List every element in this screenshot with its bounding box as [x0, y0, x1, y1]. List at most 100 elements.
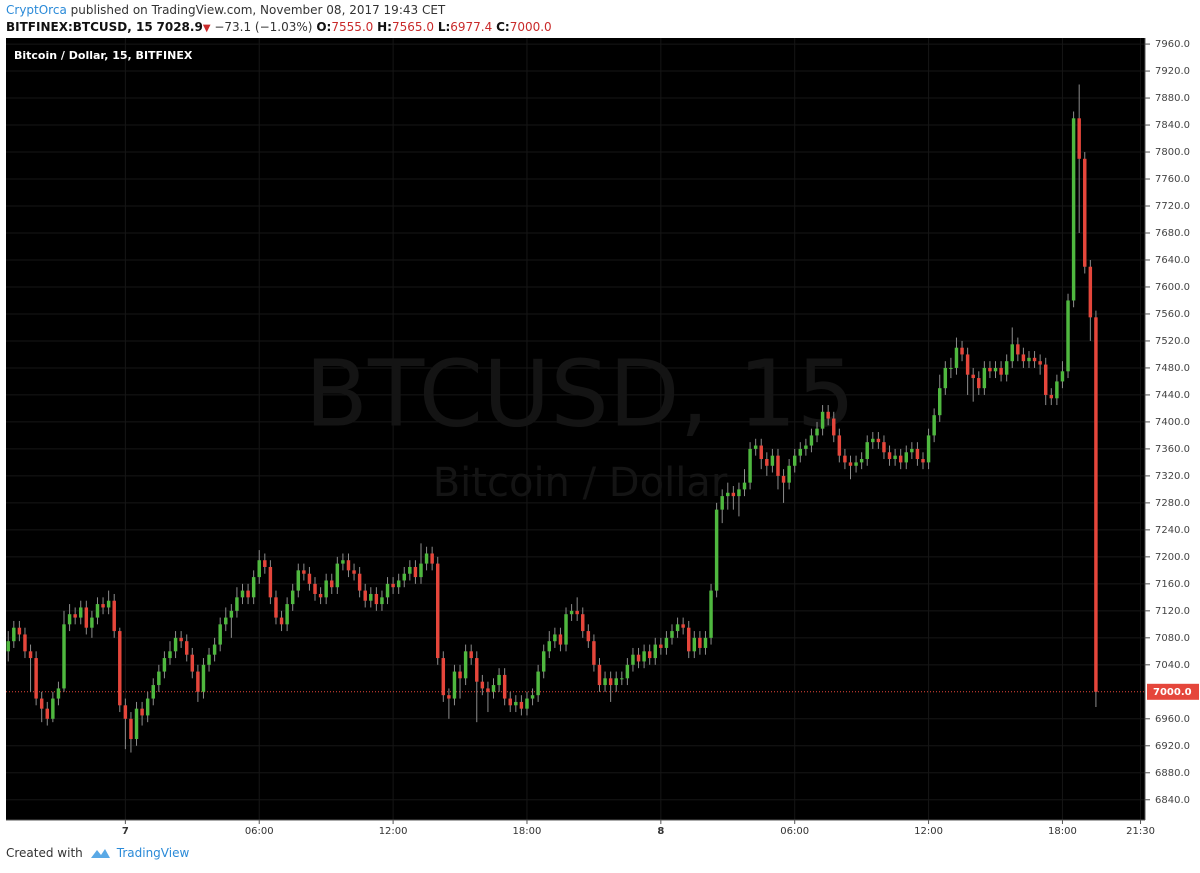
candle-body: [1088, 266, 1093, 318]
y-tick-label: 6840.0: [1155, 795, 1190, 806]
candle-body: [162, 658, 167, 672]
candle-body: [553, 634, 557, 642]
candle-body: [926, 435, 931, 463]
last-price-label: 7000.0: [1153, 687, 1192, 698]
candle-body: [6, 641, 10, 652]
candle-body: [491, 685, 496, 692]
candle-body: [999, 367, 1003, 375]
candle-body: [898, 455, 903, 463]
candle-body: [79, 607, 83, 618]
candle-body: [508, 698, 512, 706]
candle-body: [263, 560, 267, 567]
candle-body: [569, 610, 574, 615]
candle-body: [575, 610, 579, 615]
candle-body: [413, 566, 418, 578]
candle-body: [12, 627, 16, 642]
candle-body: [558, 634, 563, 645]
candle-body: [408, 566, 412, 574]
down-arrow: ▼: [202, 23, 211, 34]
candle-body: [614, 678, 618, 686]
chart-title: Bitcoin / Dollar, 15, BITFINEX: [14, 49, 193, 62]
candle-body: [1094, 317, 1098, 692]
candle-body: [965, 354, 970, 375]
x-tick-label: 7: [122, 826, 129, 837]
candle-body: [698, 637, 702, 648]
candle-body: [603, 678, 607, 686]
candle-body: [441, 658, 446, 696]
candle-body: [302, 570, 306, 574]
x-tick-label: 8: [657, 826, 664, 837]
brand-logo: [90, 849, 110, 858]
candle-body: [893, 455, 897, 460]
candle-body: [285, 604, 289, 625]
candle-body: [1060, 371, 1065, 382]
candle-body: [435, 563, 440, 659]
ohlc-label: O:: [316, 20, 332, 34]
y-tick-label: 7280.0: [1155, 498, 1190, 509]
candle-body: [39, 698, 44, 709]
y-tick-label: 7880.0: [1155, 93, 1190, 104]
candle-body: [90, 617, 94, 628]
candle-body: [910, 448, 914, 453]
candle-body: [458, 671, 462, 679]
candle-body: [1021, 354, 1026, 362]
ohlc-label: C:: [496, 20, 510, 34]
candle-body: [67, 614, 72, 625]
x-tick-label: 18:00: [513, 826, 542, 837]
candle-body: [837, 435, 842, 456]
candle-body: [1016, 344, 1020, 355]
candle-body: [692, 637, 697, 652]
candle-body: [23, 634, 27, 652]
candle-body: [240, 590, 245, 598]
brand-link[interactable]: TradingView: [116, 846, 190, 860]
candle-body: [335, 563, 340, 588]
candle-body: [826, 411, 830, 419]
candle-body: [224, 617, 228, 625]
y-tick-label: 7200.0: [1155, 552, 1190, 563]
candle-body: [1055, 381, 1059, 399]
candle-body: [954, 347, 959, 368]
candle-body: [709, 590, 713, 638]
candle-body: [586, 631, 591, 642]
candle-body: [748, 448, 752, 483]
candle-body: [118, 631, 122, 706]
candle-body: [1071, 118, 1076, 301]
candle-body: [988, 367, 992, 372]
candle-body: [581, 614, 585, 632]
y-tick-label: 7120.0: [1155, 606, 1190, 617]
author-link[interactable]: CryptOrca: [6, 3, 67, 17]
candle-body: [781, 475, 786, 483]
candle-body: [820, 411, 825, 429]
candle-body: [190, 654, 195, 672]
candle-body: [865, 442, 869, 460]
candle-body: [770, 455, 775, 466]
candle-body: [396, 580, 401, 588]
candle-body: [452, 671, 457, 699]
price-change: −73.1 (−1.03%): [214, 20, 313, 34]
ohlc-value: 7000.0: [509, 20, 552, 34]
candle-body: [809, 435, 814, 446]
candle-body: [157, 671, 161, 686]
candle-body: [982, 367, 987, 389]
candle-body: [887, 452, 892, 460]
candle-body: [62, 624, 66, 689]
candle-body: [1038, 361, 1042, 365]
candle-body: [514, 701, 518, 706]
candle-body: [519, 701, 524, 709]
candle-body: [463, 651, 468, 679]
y-tick-label: 7840.0: [1155, 120, 1190, 131]
candle-body: [859, 459, 864, 463]
candle-body: [307, 573, 312, 584]
candle-body: [742, 482, 747, 490]
candle-body: [659, 644, 663, 648]
candle-body: [993, 367, 998, 372]
candle-body: [726, 492, 730, 497]
candle-body: [776, 455, 780, 476]
y-tick-label: 7520.0: [1155, 336, 1190, 347]
candle-body: [932, 415, 936, 436]
candle-body: [229, 610, 234, 618]
candle-body: [129, 718, 133, 740]
candle-body: [34, 658, 38, 699]
candle-body: [876, 438, 881, 443]
